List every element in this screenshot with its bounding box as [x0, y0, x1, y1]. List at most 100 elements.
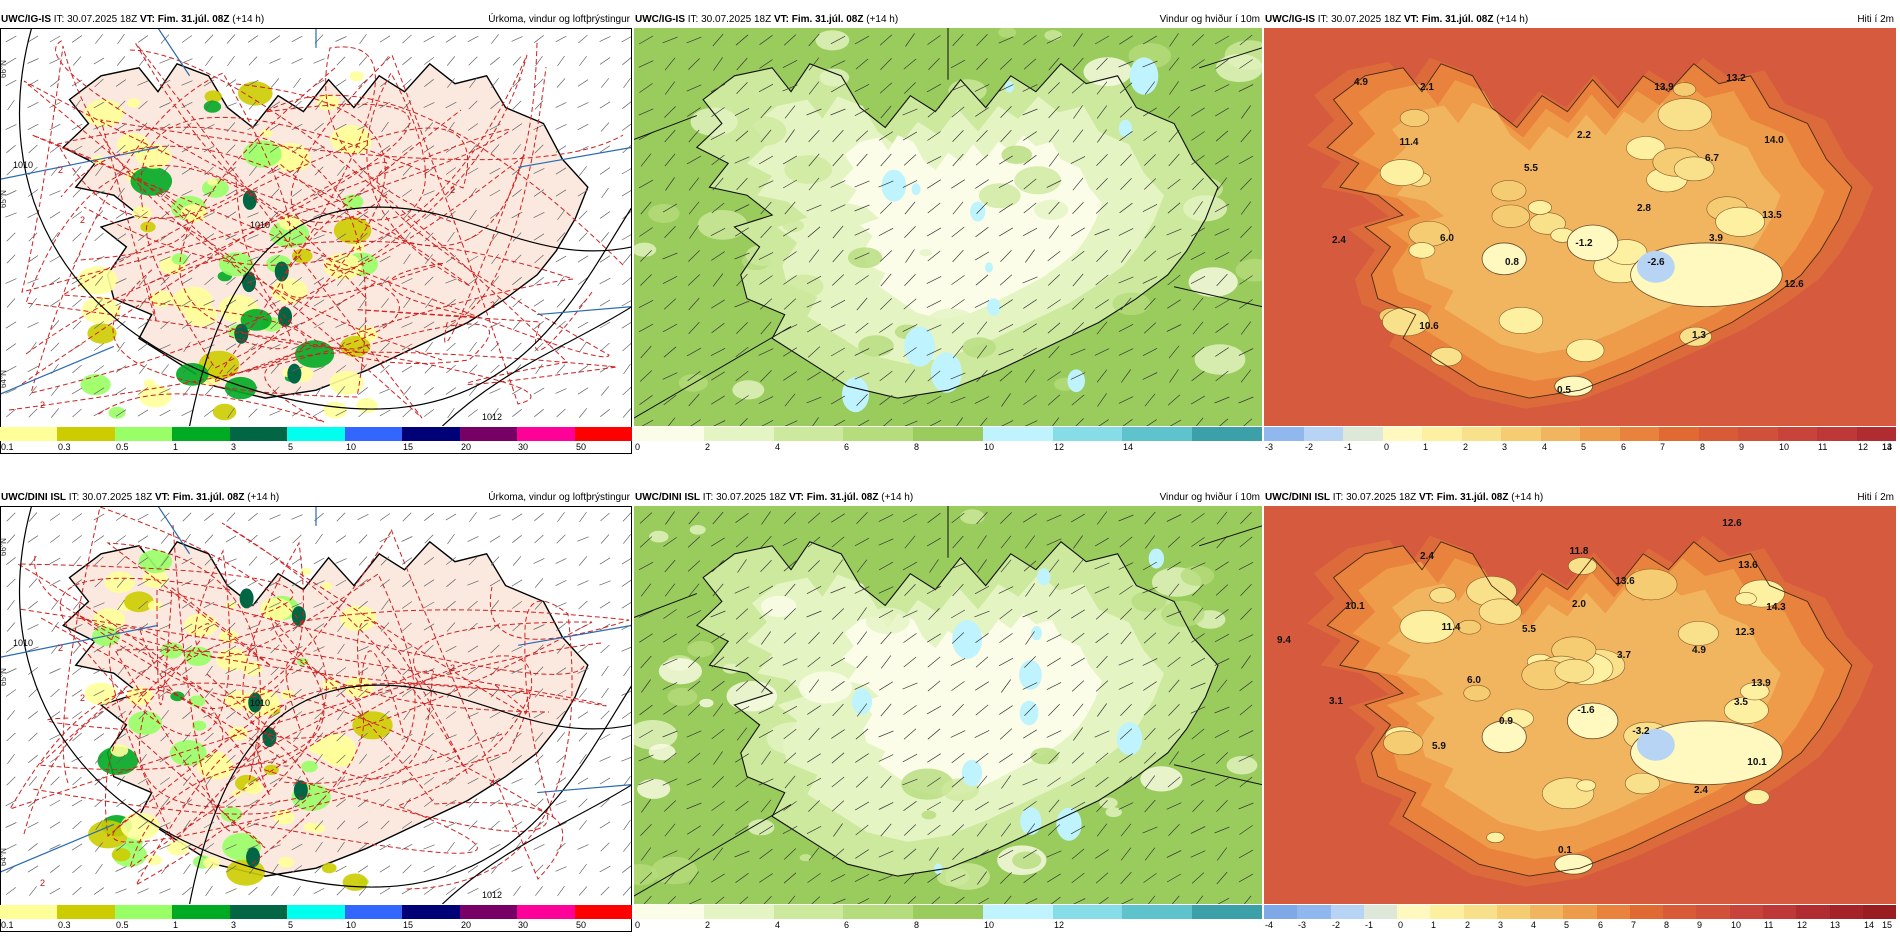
- model-name: UWC/IG-IS: [1, 14, 51, 25]
- model-name: UWC/IG-IS: [635, 14, 685, 25]
- colorbar-tick-label: -2: [1332, 920, 1341, 930]
- colorbar-tick-label: 20: [461, 442, 472, 452]
- model-name: UWC/DINI ISL: [635, 492, 700, 503]
- init-time: 30.07.2025 18Z: [67, 14, 138, 25]
- wind-map: [634, 506, 1262, 904]
- colorbar-swatch: [982, 427, 1053, 441]
- temperature-label: 5.9: [1432, 741, 1446, 752]
- valid-time: Fim. 31.júl. 08Z: [172, 492, 245, 503]
- graticule: [0, 28, 632, 395]
- wind-arrows: [638, 511, 1254, 904]
- colorbar: [634, 427, 1263, 441]
- colorbar-swatch: [1796, 905, 1830, 919]
- colorbar-tick-label: -2: [1305, 442, 1314, 452]
- panel-bottom-precip: UWC/DINI ISL IT: 30.07.2025 18Z VT: Fim.…: [0, 490, 632, 944]
- coastline: [695, 63, 1219, 399]
- colorbar-swatch: [229, 427, 288, 441]
- colorbar-tick-label: 0.3: [58, 442, 71, 452]
- panel-header: UWC/DINI ISL IT: 30.07.2025 18Z VT: Fim.…: [1264, 490, 1896, 506]
- colorbar-swatch: [229, 905, 288, 919]
- colorbar-swatch: [517, 427, 575, 441]
- temperature-label: 13.6: [1615, 576, 1635, 587]
- run-info: UWC/DINI ISL IT: 30.07.2025 18Z VT: Fim.…: [1265, 490, 1543, 506]
- lead-time: (+14 h): [1511, 492, 1544, 503]
- panel-title: Hiti í 2m: [1857, 492, 1894, 503]
- colorbar-tick-label: 5: [288, 920, 294, 930]
- colorbar-tick-label: -4: [1265, 920, 1274, 930]
- temperature-label: 12.3: [1735, 627, 1755, 638]
- vt-label: VT:: [1403, 14, 1419, 25]
- colorbar-swatch: [773, 905, 844, 919]
- init-time: 30.07.2025 18Z: [701, 14, 772, 25]
- colorbar-tick-label: 14: [1882, 442, 1893, 452]
- vt-label: VT:: [1418, 492, 1434, 503]
- colorbar-swatch: [1052, 905, 1123, 919]
- colorbar-swatch: [0, 427, 58, 441]
- colorbar-swatch: [1463, 905, 1497, 919]
- colorbar-swatch: [703, 905, 774, 919]
- panel-title: Úrkoma, vindur og loftþrýstingur: [488, 492, 630, 503]
- colorbar-swatch: [459, 427, 518, 441]
- lead-time: (+14 h): [881, 492, 914, 503]
- temperature-label: 0.5: [1557, 385, 1571, 396]
- colorbar-tick-label: 3: [231, 442, 237, 452]
- temperature-label: 2.4: [1420, 551, 1434, 562]
- temperature-field: [1307, 535, 1874, 887]
- colorbar-swatch: [402, 905, 460, 919]
- colorbar-tick-label: 12: [1054, 442, 1065, 452]
- colorbar-tick-label: 0.3: [58, 920, 71, 930]
- temperature-label: 5.5: [1524, 163, 1538, 174]
- temperature-label: 12.6: [1784, 279, 1804, 290]
- colorbar-tick-label: 0: [1398, 920, 1404, 930]
- temperature-label: 11.8: [1570, 546, 1589, 557]
- pressure-change-label: 2: [450, 663, 455, 673]
- colorbar-swatch: [172, 427, 230, 441]
- colorbar-swatch: [1122, 905, 1193, 919]
- colorbar-swatch: [1563, 905, 1597, 919]
- colorbar-tick-label: 2: [705, 920, 711, 930]
- colorbar-swatch: [1501, 427, 1541, 441]
- wind-map: [634, 28, 1262, 426]
- colorbar-tick-label: -3: [1298, 920, 1307, 930]
- colorbar-swatch: [1397, 905, 1431, 919]
- colorbar-tick-label: 2: [1463, 442, 1469, 452]
- colorbar-swatch: [913, 427, 983, 441]
- valid-time: Fim. 31.júl. 08Z: [1421, 14, 1494, 25]
- lead-time: (+14 h): [1496, 14, 1529, 25]
- temperature-label: 5.5: [1522, 624, 1536, 635]
- colorbar-tick-label: 1: [1431, 920, 1437, 930]
- colorbar-swatch: [344, 905, 403, 919]
- colorbar-tick-label: 6: [844, 442, 850, 452]
- temperature-label: 2.8: [1637, 203, 1651, 214]
- temperature-label: 12.6: [1722, 518, 1742, 529]
- colorbar-swatch: [1382, 427, 1422, 441]
- latitude-label: 64°N: [0, 370, 8, 388]
- temperature-label: 11.4: [1442, 622, 1461, 633]
- wind-barbs: [5, 511, 632, 897]
- temperature-label: 1.3: [1692, 330, 1706, 341]
- panel-header: UWC/IG-IS IT: 30.07.2025 18Z VT: Fim. 31…: [1264, 12, 1896, 28]
- panel-header: UWC/IG-IS IT: 30.07.2025 18Z VT: Fim. 31…: [634, 12, 1262, 28]
- colorbar-tick-label: 7: [1631, 920, 1637, 930]
- colorbar-tick-label: 15: [403, 920, 414, 930]
- colorbar-tick-label: 5: [1581, 442, 1587, 452]
- run-info: UWC/DINI ISL IT: 30.07.2025 18Z VT: Fim.…: [635, 490, 913, 506]
- temperature-label: 3.9: [1709, 233, 1723, 244]
- colorbar-labels: -4 -3 -2 -1 0 1 2 3 4 5 6 7 8 9 10 11 12 13 14 15: [1264, 920, 1896, 932]
- colorbar-swatch: [1817, 427, 1857, 441]
- colorbar-tick-label: 10: [1779, 442, 1790, 452]
- run-info: UWC/IG-IS IT: 30.07.2025 18Z VT: Fim. 31…: [1, 12, 264, 28]
- colorbar-tick-label: 11: [1818, 442, 1828, 452]
- colorbar-swatch: [1862, 905, 1897, 919]
- colorbar-swatch: [1297, 905, 1331, 919]
- colorbar-labels: 0.1 0.3 0.5 1 3 5 10 15 20 30 50: [0, 442, 632, 454]
- colorbar-swatch: [1264, 905, 1298, 919]
- run-info: UWC/IG-IS IT: 30.07.2025 18Z VT: Fim. 31…: [635, 12, 898, 28]
- graticule: [0, 506, 632, 873]
- colorbar-swatch: [982, 905, 1053, 919]
- graticule: [634, 28, 1262, 419]
- temperature-label: 14.0: [1764, 135, 1784, 146]
- panel-top-wind: UWC/IG-IS IT: 30.07.2025 18Z VT: Fim. 31…: [634, 12, 1263, 466]
- colorbar-labels: 0.1 0.3 0.5 1 3 5 10 15 20 30 50: [0, 920, 632, 932]
- colorbar-tick-label: 4: [1531, 920, 1537, 930]
